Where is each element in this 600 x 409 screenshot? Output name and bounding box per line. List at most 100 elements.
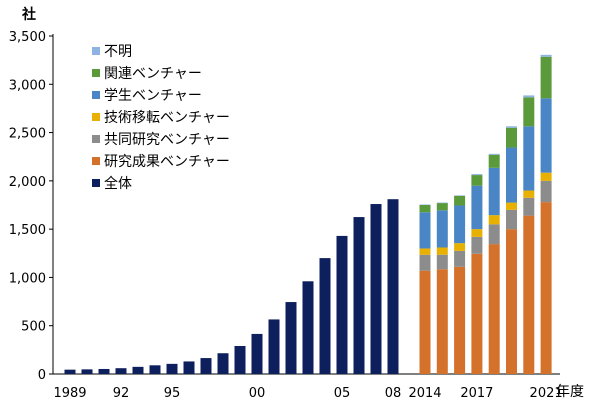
bar-segment — [420, 212, 431, 248]
bar-total — [286, 302, 297, 374]
legend-label: 共同研究ベンチャー — [104, 132, 230, 148]
bar-segment — [471, 174, 482, 175]
y-tick-label: 1,000 — [9, 271, 46, 286]
bar-segment — [471, 229, 482, 237]
bar-total — [388, 199, 399, 374]
bar-segment — [506, 203, 517, 210]
bar-segment — [420, 271, 431, 374]
bar-total — [320, 258, 331, 374]
y-tick-label: 2,500 — [9, 127, 46, 142]
bar-segment — [454, 267, 465, 374]
legend-swatch — [92, 157, 100, 165]
x-tick-label: 08 — [385, 386, 402, 401]
bar-segment — [437, 255, 448, 269]
bar-total — [337, 236, 348, 374]
bar-segment — [489, 215, 500, 224]
bar-segment — [420, 248, 431, 254]
bar-segment — [437, 269, 448, 374]
bar-segment — [420, 205, 431, 212]
legend-label: 技術移転ベンチャー — [104, 110, 230, 126]
bar-segment — [471, 237, 482, 254]
bar-segment — [437, 247, 448, 254]
bar-segment — [489, 224, 500, 244]
bar-segment — [523, 216, 534, 374]
bar-total — [99, 369, 110, 374]
legend-swatch — [92, 113, 100, 121]
bar-segment — [437, 203, 448, 210]
bar-segment — [523, 126, 534, 190]
y-axis-title-text: 社 — [21, 6, 36, 23]
bar-total — [167, 364, 178, 374]
bar-total — [65, 370, 76, 374]
bar-total — [371, 204, 382, 374]
bar-segment — [420, 255, 431, 271]
bar-total — [184, 361, 195, 374]
bar-total — [201, 358, 212, 374]
bar-segment — [523, 191, 534, 198]
legend-label: 不明 — [104, 44, 132, 60]
legend-label: 学生ベンチャー — [104, 88, 202, 104]
bar-segment — [454, 196, 465, 206]
bar-total — [269, 319, 280, 374]
bar-segment — [541, 202, 552, 374]
bar-segment — [489, 244, 500, 374]
bar-segment — [541, 55, 552, 57]
bar-total — [133, 367, 144, 374]
bar-segment — [506, 128, 517, 148]
x-tick-label: 2014 — [408, 386, 441, 401]
x-tick-label: 1989 — [53, 386, 86, 401]
y-tick-label: 1,500 — [9, 223, 46, 238]
x-tick-label: 92 — [113, 386, 130, 401]
y-tick-label: 0 — [38, 368, 46, 383]
bar-total — [82, 369, 93, 374]
bar-segment — [541, 98, 552, 172]
bar-total — [150, 365, 161, 374]
bar-segment — [506, 229, 517, 374]
y-axis-title: 社 — [21, 6, 36, 23]
y-ticks: 0 500 1,000 1,500 2,000 2,500 3,000 3,500 — [9, 30, 53, 383]
bar-segment — [489, 154, 500, 155]
x-tick-label: 2017 — [460, 386, 493, 401]
bar-total — [354, 217, 365, 374]
bar-segment — [506, 126, 517, 127]
y-tick-label: 2,000 — [9, 175, 46, 190]
bar-segment — [471, 186, 482, 229]
bar-segment — [489, 168, 500, 215]
bar-segment — [454, 205, 465, 243]
legend-label: 関連ベンチャー — [104, 66, 202, 82]
stacked-bars — [420, 55, 552, 374]
bar-total — [218, 353, 229, 374]
bar-segment — [471, 254, 482, 374]
legend-swatch — [92, 179, 100, 187]
legend-swatch — [92, 47, 100, 55]
legend-swatch — [92, 135, 100, 143]
legend-swatch — [92, 91, 100, 99]
total-bars — [65, 199, 399, 374]
x-tick-label: 00 — [249, 386, 266, 401]
bar-segment — [454, 251, 465, 267]
legend: 不明関連ベンチャー学生ベンチャー技術移転ベンチャー共同研究ベンチャー研究成果ベン… — [92, 44, 230, 192]
legend-label: 研究成果ベンチャー — [104, 154, 230, 170]
bar-segment — [489, 155, 500, 168]
x-tick-label: 95 — [164, 386, 181, 401]
bar-segment — [506, 148, 517, 203]
x-axis-title: 年度 — [556, 384, 584, 400]
bar-segment — [506, 210, 517, 229]
bar-segment — [541, 181, 552, 202]
bar-total — [303, 281, 314, 374]
bar-segment — [523, 198, 534, 216]
y-tick-label: 3,000 — [9, 78, 46, 93]
bar-segment — [541, 173, 552, 181]
y-tick-label: 500 — [21, 320, 46, 335]
bar-segment — [454, 243, 465, 251]
bar-total — [252, 334, 263, 374]
bar-segment — [541, 57, 552, 99]
legend-label: 全体 — [104, 175, 132, 192]
y-tick-label: 3,500 — [9, 30, 46, 45]
bar-total — [235, 346, 246, 374]
bar-total — [116, 368, 127, 374]
x-tick-label: 05 — [334, 386, 351, 401]
